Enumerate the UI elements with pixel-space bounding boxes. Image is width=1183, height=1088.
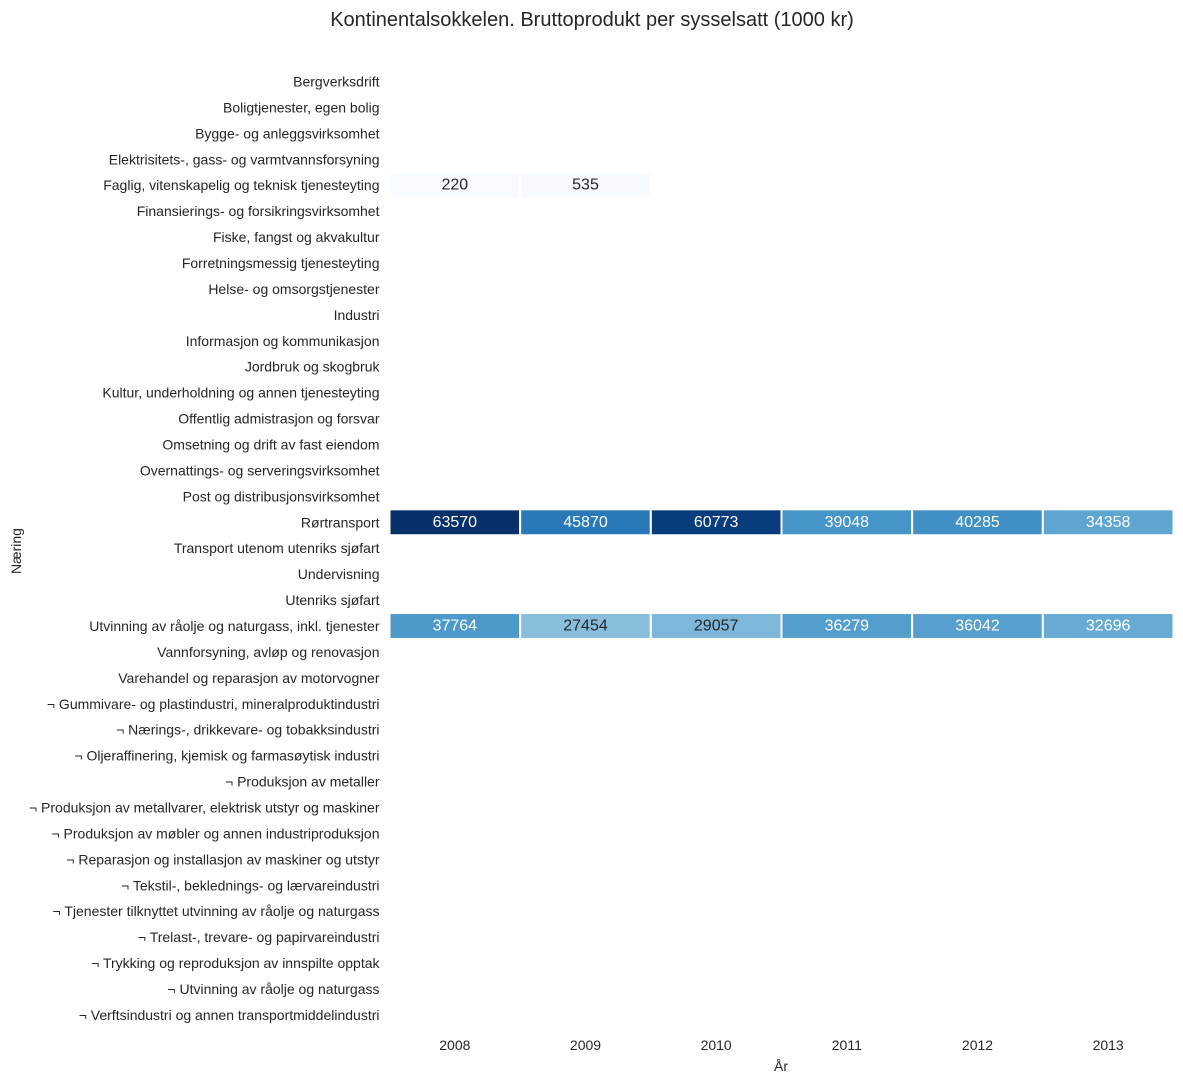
cell-value-label: 34358 (1086, 514, 1131, 531)
cell-value-label: 39048 (825, 514, 870, 531)
row-label: Faglig, vitenskapelig og teknisk tjenest… (103, 177, 379, 193)
row-label: Kultur, underholdning og annen tjenestey… (102, 385, 379, 401)
row-label: Omsetning og drift av fast eiendom (162, 436, 379, 452)
row-label: Forretningsmessig tjenesteyting (182, 255, 380, 271)
heatmap-cell (649, 508, 783, 537)
row-label: Fiske, fangst og akvakultur (213, 229, 380, 245)
row-label: ¬ Reparasjon og installasjon av maskiner… (66, 851, 380, 867)
cell-value-label: 40285 (955, 514, 1000, 531)
column-label: 2011 (832, 1037, 862, 1053)
cell-value-label: 27454 (563, 617, 608, 634)
x-axis-label: År (774, 1058, 788, 1074)
row-labels: Bergverksdrift Boligtjenester, egen bolig… (29, 73, 381, 1022)
cell-value-label: 36042 (955, 617, 1000, 634)
column-label: 2008 (439, 1037, 470, 1053)
row-label: ¬ Tekstil-, beklednings- og lærvareindus… (121, 877, 379, 893)
column-label: 2012 (962, 1037, 993, 1053)
heatmap-cell (388, 508, 522, 537)
cell-value-label: 32696 (1086, 617, 1131, 634)
column-label: 2010 (701, 1037, 732, 1053)
row-label: Informasjon og kommunikasjon (186, 333, 380, 349)
heatmap-cell (388, 171, 522, 200)
row-label: Vannforsyning, avløp og renovasjon (157, 644, 379, 660)
row-label: Rørtransport (301, 514, 380, 530)
row-label: Elektrisitets-, gass- og varmtvannsforsy… (109, 151, 380, 167)
row-label: Finansierings- og forsikringsvirksomhet (137, 203, 380, 219)
row-label: Undervisning (298, 566, 380, 582)
heatmap-cell (911, 508, 1044, 537)
heatmap-cells (388, 171, 1175, 640)
heatmap-cell (1041, 508, 1175, 537)
row-label: Offentlig admistrasjon og forsvar (178, 411, 380, 427)
row-label: ¬ Trykking og reproduksjon av innspilte … (91, 955, 380, 971)
row-label: Boligtjenester, egen bolig (223, 99, 379, 115)
row-label: ¬ Produksjon av metallvarer, elektrisk u… (29, 800, 380, 816)
heatmap-cell (519, 612, 652, 640)
column-label: 2009 (570, 1037, 601, 1053)
row-label: Utenriks sjøfart (285, 592, 379, 608)
cell-value-label: 60773 (694, 514, 739, 531)
chart-title: Kontinentalsokkelen. Bruttoprodukt per s… (330, 9, 854, 31)
column-label: 2013 (1093, 1037, 1124, 1053)
y-axis-label: Næring (8, 528, 24, 574)
row-label: ¬ Produksjon av metaller (225, 774, 380, 790)
heatmap-cell (519, 171, 652, 200)
heatmap-cell (780, 612, 914, 640)
row-label: ¬ Verftsindustri og annen transportmidde… (79, 1007, 380, 1023)
row-label: ¬ Utvinning av råolje og naturgass (167, 981, 379, 997)
heatmap-cell (1041, 612, 1175, 640)
row-label: ¬ Produksjon av møbler og annen industri… (51, 825, 379, 841)
cell-value-label: 29057 (694, 617, 739, 634)
row-label: ¬ Oljeraffinering, kjemisk og farmasøyti… (74, 748, 379, 764)
row-label: Utvinning av råolje og naturgass, inkl. … (89, 618, 380, 634)
cell-value-label: 63570 (433, 514, 478, 531)
row-label: ¬ Nærings-, drikkevare- og tobakksindust… (116, 722, 379, 738)
row-label: Overnattings- og serveringsvirksomhet (140, 462, 380, 478)
row-label: ¬ Gummivare- og plastindustri, mineralpr… (47, 696, 380, 712)
heatmap-cell (911, 612, 1044, 640)
row-label: Helse- og omsorgstjenester (208, 281, 380, 297)
column-labels: 2008 2009 2010 2011 2012 2013 (439, 1037, 1124, 1053)
row-label: ¬ Tjenester tilknyttet utvinning av råol… (53, 903, 380, 919)
row-label: Jordbruk og skogbruk (245, 359, 381, 375)
row-label: Transport utenom utenriks sjøfart (174, 540, 380, 556)
cell-value-label: 45870 (563, 514, 608, 531)
heatmap-cell (388, 612, 522, 640)
row-label: Bergverksdrift (293, 73, 379, 89)
cell-value-labels: 220 535 63570 45870 60773 39048 40285 34358 3776… (433, 177, 1131, 635)
cell-value-label: 535 (572, 177, 599, 194)
row-label: Industri (334, 307, 380, 323)
cell-value-label: 36279 (825, 617, 870, 634)
row-label: Post og distribusjonsvirksomhet (183, 488, 380, 504)
row-label: ¬ Trelast-, trevare- og papirvareindustr… (138, 929, 380, 945)
row-label: Bygge- og anleggsvirksomhet (195, 125, 380, 141)
row-label: Varehandel og reparasjon av motorvogner (118, 670, 380, 686)
cell-value-label: 37764 (433, 617, 478, 634)
cell-value-label: 220 (441, 177, 468, 194)
